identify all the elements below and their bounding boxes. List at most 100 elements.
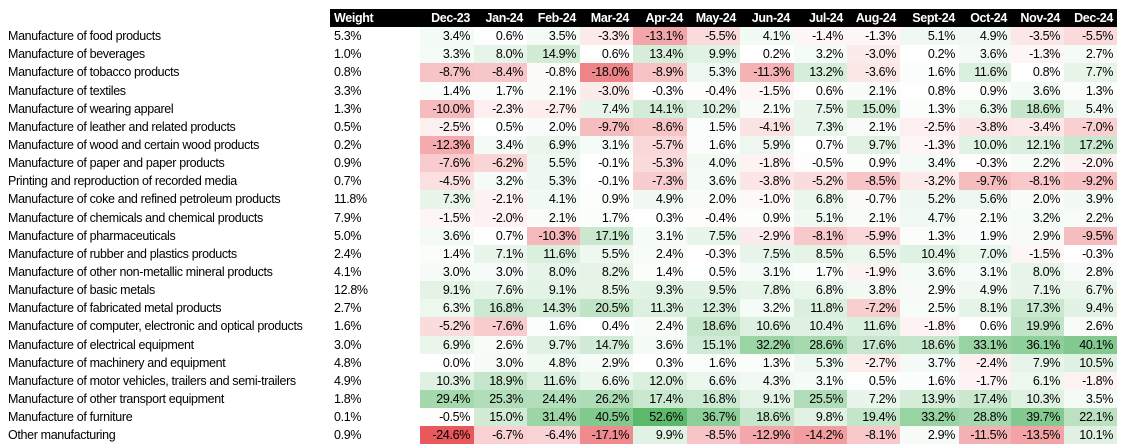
row-label: Manufacture of wood and certain wood pro…: [8, 138, 260, 153]
heatmap-cell: -0.4%: [687, 208, 740, 227]
heatmap-cell: -7.6%: [474, 317, 527, 336]
heatmap-cell: 1.5%: [687, 117, 740, 136]
header-oct-24: Oct-24: [959, 9, 1011, 28]
heatmap-cell: -5.3%: [633, 154, 687, 173]
heatmap-cell: 9.4%: [1064, 299, 1117, 318]
heatmap-cell: 2.7%: [1064, 45, 1117, 64]
heatmap-cell: 0.9%: [580, 190, 633, 209]
header-corner: [4, 9, 330, 28]
heatmap-cell: -2.0%: [1064, 154, 1117, 173]
heatmap-body: Manufacture of food products 5.3% 3.4% 0.6%…: [4, 27, 1117, 445]
heatmap-cell: 28.6%: [794, 335, 847, 354]
heatmap-cell: 14.7%: [580, 335, 633, 354]
heatmap-cell: 14.9%: [527, 45, 580, 64]
heatmap-cell: 1.7%: [794, 262, 847, 282]
heatmap-cell: 33.1%: [959, 335, 1011, 354]
table-row: Manufacture of rubber and plastics produ…: [4, 244, 1117, 263]
heatmap-cell: 6.3%: [420, 299, 474, 318]
heatmap-cell: 7.3%: [794, 117, 847, 136]
header-jun-24: Jun-24: [740, 9, 794, 28]
row-label: Manufacture of basic metals: [8, 283, 155, 298]
heatmap-cell: -9.7%: [580, 117, 633, 136]
heatmap-cell: 2.4%: [633, 317, 687, 336]
table-row: Manufacture of pharmaceuticals 5.0% 3.6% 0.…: [4, 226, 1117, 245]
weight-cell: 0.7%: [334, 174, 362, 189]
heatmap-cell: 0.6%: [794, 81, 847, 100]
heatmap-cell: -0.5%: [420, 408, 474, 427]
heatmap-cell: 15.0%: [847, 99, 900, 118]
heatmap-cell: 2.9%: [1011, 226, 1064, 245]
heatmap-cell: 6.7%: [1064, 281, 1117, 300]
heatmap-cell: -3.0%: [847, 45, 900, 64]
heatmap-cell: 5.4%: [1064, 99, 1117, 118]
heatmap-cell: 3.4%: [474, 135, 527, 155]
row-label: Manufacture of paper and paper products: [8, 156, 225, 171]
heatmap-cell: 6.3%: [959, 99, 1011, 118]
heatmap-cell: 26.2%: [580, 389, 633, 409]
heatmap-cell: -17.1%: [580, 426, 633, 445]
row-label: Manufacture of electrical equipment: [8, 337, 194, 352]
heatmap-cell: 2.6%: [1064, 317, 1117, 336]
heatmap-cell: -2.3%: [474, 99, 527, 118]
heatmap-cell: -0.1%: [580, 154, 633, 173]
table-row: Manufacture of furniture 0.1% -0.5% 15.0% 31…: [4, 408, 1117, 427]
weight-cell: 0.9%: [334, 156, 362, 171]
heatmap-cell: 3.1%: [633, 226, 687, 245]
weight-cell: 7.9%: [334, 210, 362, 225]
heatmap-cell: -0.4%: [687, 81, 740, 100]
heatmap-cell: -3.5%: [1011, 27, 1064, 46]
heatmap-cell: -7.3%: [633, 172, 687, 191]
weight-cell: 5.3%: [334, 29, 362, 44]
heatmap-cell: 22.1%: [1064, 408, 1117, 427]
table-row: Manufacture of fabricated metal products…: [4, 299, 1117, 318]
heatmap-cell: 9.9%: [633, 426, 687, 445]
heatmap-cell: 2.1%: [847, 117, 900, 136]
heatmap-cell: -3.3%: [580, 27, 633, 46]
heatmap-cell: -12.3%: [420, 135, 474, 155]
row-label: Manufacture of computer, electronic and …: [8, 319, 303, 334]
heatmap-cell: 3.1%: [580, 135, 633, 155]
heatmap-cell: 0.9%: [959, 81, 1011, 100]
heatmap-cell: 32.2%: [740, 335, 794, 354]
heatmap-cell: 12.0%: [633, 371, 687, 390]
row-label: Manufacture of machinery and equipment: [8, 355, 226, 370]
heatmap-cell: -4.1%: [740, 117, 794, 136]
heatmap-cell: 0.5%: [687, 262, 740, 282]
heatmap-cell: 1.9%: [959, 226, 1011, 245]
heatmap-cell: -4.5%: [420, 172, 474, 191]
heatmap-cell: 3.5%: [1064, 389, 1117, 409]
heatmap-cell: 8.0%: [1011, 262, 1064, 282]
heatmap-cell: 2.5%: [900, 299, 959, 318]
weight-cell: 4.1%: [334, 265, 362, 280]
heatmap-cell: 0.5%: [474, 117, 527, 136]
heatmap-cell: -6.2%: [474, 154, 527, 173]
heatmap-cell: 17.4%: [633, 389, 687, 409]
heatmap-cell: 40.1%: [1064, 335, 1117, 354]
heatmap-cell: 36.7%: [687, 408, 740, 427]
heatmap-cell: 6.5%: [847, 244, 900, 263]
heatmap-cell: -18.0%: [580, 63, 633, 82]
heatmap-cell: 25.5%: [794, 389, 847, 409]
heatmap-cell: 7.5%: [687, 226, 740, 245]
heatmap-cell: -12.9%: [740, 426, 794, 445]
heatmap-cell: 4.9%: [959, 281, 1011, 300]
heatmap-cell: 3.1%: [959, 262, 1011, 282]
row-label: Other manufacturing: [8, 428, 116, 443]
heatmap-cell: -11.3%: [740, 63, 794, 82]
heatmap-cell: 29.4%: [420, 389, 474, 409]
weight-cell: 1.0%: [334, 47, 362, 62]
heatmap-cell: -5.2%: [794, 172, 847, 191]
row-label: Manufacture of pharmaceuticals: [8, 228, 176, 243]
heatmap-cell: 3.0%: [474, 262, 527, 282]
heatmap-cell: 9.1%: [420, 281, 474, 300]
heatmap-cell: 1.6%: [687, 135, 740, 155]
heatmap-cell: 3.1%: [740, 262, 794, 282]
heatmap-cell: -8.1%: [794, 226, 847, 245]
heatmap-cell: -8.5%: [687, 426, 740, 445]
heatmap-cell: 28.8%: [959, 408, 1011, 427]
heatmap-cell: 6.9%: [527, 135, 580, 155]
heatmap-cell: 17.4%: [959, 389, 1011, 409]
heatmap-cell: 10.4%: [900, 244, 959, 263]
weight-cell: 1.3%: [334, 101, 362, 116]
heatmap-cell: 11.6%: [527, 244, 580, 263]
